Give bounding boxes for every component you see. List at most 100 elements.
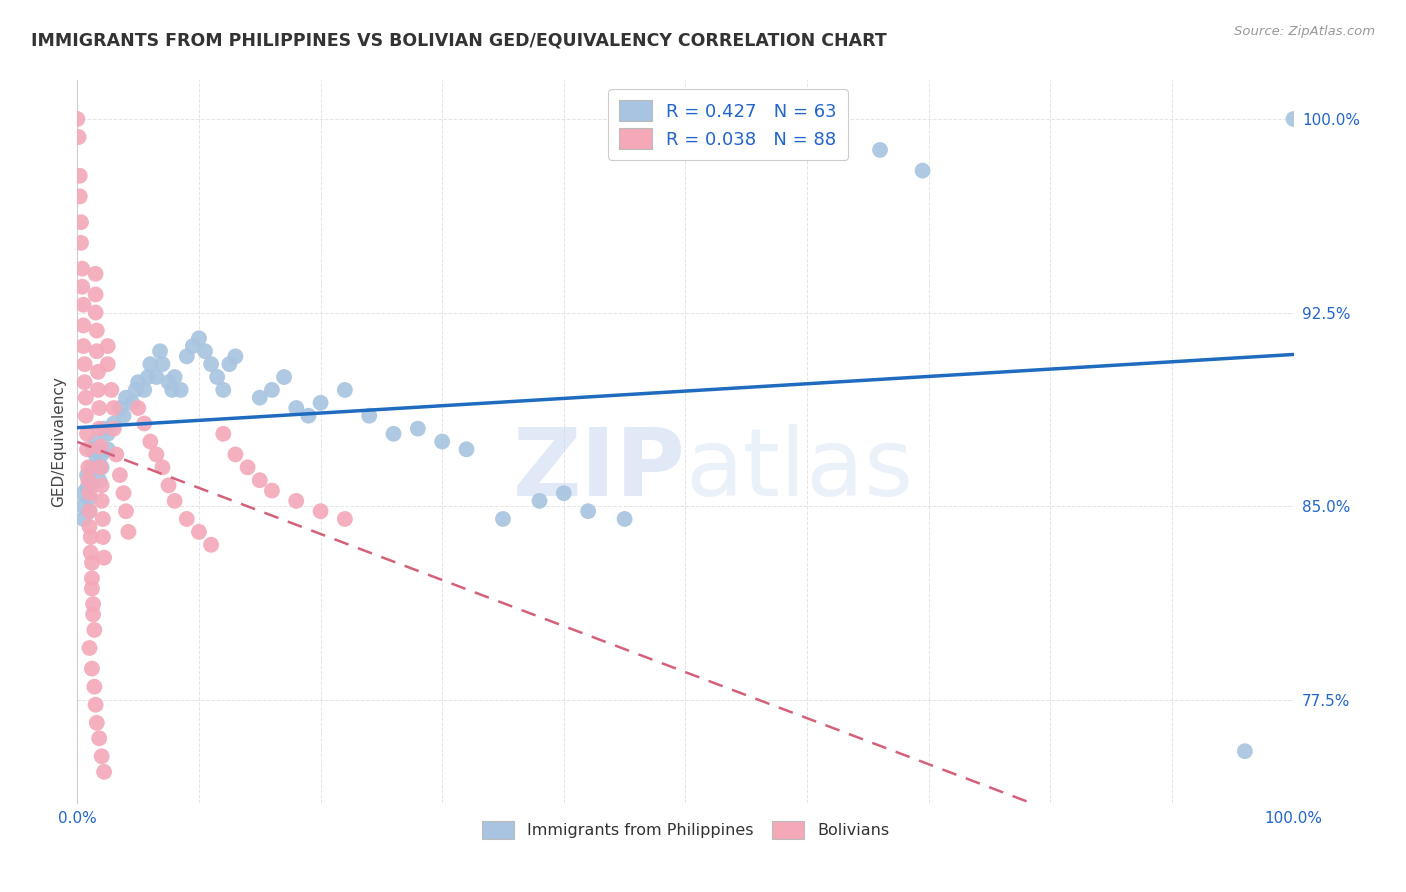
- Point: [333, 512, 356, 526]
- Point: [97, 339, 120, 353]
- Point: [86, 715, 108, 730]
- Point: [80, 530, 103, 544]
- Point: [176, 350, 198, 364]
- Point: [69, 169, 91, 183]
- Point: [90, 478, 112, 492]
- Point: [136, 370, 159, 384]
- Text: atlas: atlas: [686, 425, 914, 516]
- Point: [86, 324, 108, 338]
- Point: [249, 391, 271, 405]
- Point: [77, 460, 100, 475]
- Point: [121, 396, 143, 410]
- Point: [72, 499, 94, 513]
- Point: [76, 468, 98, 483]
- Point: [359, 409, 381, 423]
- Point: [97, 442, 120, 457]
- Point: [149, 344, 172, 359]
- Point: [76, 442, 98, 457]
- Point: [157, 375, 180, 389]
- Point: [72, 298, 94, 312]
- Point: [83, 623, 105, 637]
- Point: [70, 235, 93, 250]
- Point: [72, 339, 94, 353]
- Point: [218, 357, 240, 371]
- Point: [91, 530, 114, 544]
- Point: [152, 357, 174, 371]
- Point: [212, 426, 235, 441]
- Point: [115, 391, 138, 405]
- Point: [529, 494, 551, 508]
- Point: [127, 401, 149, 415]
- Point: [82, 597, 104, 611]
- Point: [170, 383, 193, 397]
- Point: [181, 339, 204, 353]
- Point: [67, 130, 90, 145]
- Point: [139, 357, 162, 371]
- Point: [205, 370, 228, 384]
- Point: [90, 749, 112, 764]
- Point: [163, 370, 186, 384]
- Point: [90, 460, 112, 475]
- Point: [80, 545, 103, 559]
- Point: [89, 731, 111, 746]
- Point: [76, 481, 98, 495]
- Point: [86, 344, 108, 359]
- Point: [553, 486, 575, 500]
- Point: [79, 519, 101, 533]
- Text: Source: ZipAtlas.com: Source: ZipAtlas.com: [1234, 25, 1375, 38]
- Point: [87, 365, 110, 379]
- Point: [79, 504, 101, 518]
- Point: [145, 370, 167, 384]
- Point: [69, 189, 91, 203]
- Legend: Immigrants from Philippines, Bolivians: Immigrants from Philippines, Bolivians: [475, 814, 896, 846]
- Point: [80, 442, 103, 457]
- Point: [93, 550, 115, 565]
- Point: [91, 512, 114, 526]
- Point: [112, 486, 135, 500]
- Point: [117, 524, 139, 539]
- Point: [1233, 744, 1256, 758]
- Point: [188, 331, 211, 345]
- Point: [75, 409, 97, 423]
- Point: [97, 357, 120, 371]
- Point: [70, 215, 93, 229]
- Point: [80, 556, 103, 570]
- Point: [285, 401, 308, 415]
- Point: [108, 401, 131, 415]
- Point: [84, 434, 107, 449]
- Point: [212, 383, 235, 397]
- Point: [406, 422, 429, 436]
- Point: [79, 491, 101, 506]
- Point: [309, 504, 332, 518]
- Point: [103, 417, 125, 431]
- Point: [260, 383, 283, 397]
- Point: [100, 383, 122, 397]
- Point: [80, 571, 103, 585]
- Point: [125, 383, 148, 397]
- Point: [84, 305, 107, 319]
- Point: [613, 512, 636, 526]
- Point: [93, 764, 115, 779]
- Point: [79, 504, 101, 518]
- Point: [84, 447, 107, 461]
- Point: [333, 383, 356, 397]
- Point: [200, 357, 222, 371]
- Point: [115, 504, 138, 518]
- Point: [97, 426, 120, 441]
- Point: [134, 383, 156, 397]
- Point: [297, 409, 319, 423]
- Point: [249, 473, 271, 487]
- Point: [108, 468, 131, 483]
- Point: [93, 422, 115, 436]
- Point: [194, 344, 217, 359]
- Point: [105, 447, 128, 461]
- Point: [84, 267, 107, 281]
- Point: [80, 662, 103, 676]
- Point: [576, 504, 599, 518]
- Point: [103, 401, 125, 415]
- Point: [75, 391, 97, 405]
- Point: [79, 486, 101, 500]
- Point: [79, 478, 101, 492]
- Point: [103, 422, 125, 436]
- Point: [911, 163, 934, 178]
